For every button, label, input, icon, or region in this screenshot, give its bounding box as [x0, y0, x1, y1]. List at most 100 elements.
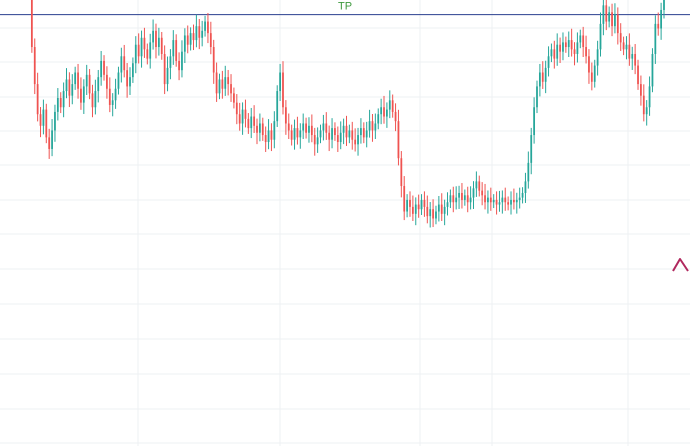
- candle-body: [48, 137, 51, 149]
- candle-body: [253, 116, 256, 126]
- candle-body: [117, 72, 120, 89]
- candle-body: [414, 204, 417, 214]
- candle-body: [325, 123, 328, 133]
- candle-body: [492, 199, 495, 203]
- candle-body: [602, 5, 605, 24]
- candle-body: [198, 26, 201, 38]
- candle-body: [634, 53, 637, 66]
- candle-body: [241, 109, 244, 124]
- candle-body: [622, 42, 625, 50]
- candle-body: [588, 56, 590, 73]
- candle-body: [94, 91, 97, 108]
- candle-body: [42, 109, 45, 126]
- candle-body: [65, 79, 68, 92]
- candle-body: [267, 130, 270, 143]
- candle-body: [570, 40, 573, 50]
- candle-body: [527, 162, 530, 182]
- candle-body: [567, 40, 570, 48]
- candle-body: [74, 72, 77, 85]
- candle-body: [247, 118, 250, 129]
- candle-body: [313, 135, 316, 145]
- candle-body: [590, 72, 593, 82]
- candle-body: [345, 125, 348, 138]
- candle-body: [351, 130, 354, 140]
- candle-body: [256, 125, 258, 133]
- candle-body: [160, 37, 163, 54]
- candle-body: [362, 128, 365, 138]
- candle-body: [238, 114, 241, 124]
- candle-body: [108, 88, 111, 105]
- candle-body: [51, 130, 53, 149]
- candle-body: [544, 67, 547, 82]
- candle-body: [446, 202, 449, 207]
- candle-body: [235, 102, 238, 115]
- candle-body: [357, 135, 359, 145]
- candle-body: [305, 123, 307, 133]
- candle-body: [88, 74, 91, 94]
- candle-body: [562, 42, 564, 52]
- candle-body: [131, 63, 134, 78]
- candle-body: [478, 181, 481, 191]
- candle-body: [56, 98, 59, 112]
- candle-body: [178, 60, 180, 71]
- candle-body: [308, 125, 310, 133]
- candle-body: [648, 86, 651, 108]
- candle-body: [518, 197, 521, 200]
- candle-body: [290, 130, 293, 140]
- candle-body: [282, 72, 284, 108]
- candle-body: [593, 65, 596, 82]
- candle-body: [498, 202, 501, 205]
- candle-body: [146, 49, 149, 59]
- candle-body: [143, 37, 146, 50]
- candle-body: [484, 195, 486, 203]
- candle-body: [149, 42, 152, 59]
- candle-body: [541, 72, 544, 82]
- candle-body: [513, 199, 515, 203]
- candle-body: [207, 21, 209, 34]
- candle-body: [36, 84, 39, 115]
- candle-body: [651, 53, 654, 87]
- candle-body: [437, 204, 440, 212]
- candle-body: [628, 44, 631, 59]
- caret-up-icon[interactable]: [672, 258, 689, 272]
- candle-body: [322, 123, 325, 131]
- candle-body: [432, 209, 434, 219]
- candle-body: [475, 181, 478, 189]
- candle-body: [403, 186, 406, 212]
- candle-body: [611, 12, 613, 27]
- candle-body: [71, 84, 74, 96]
- candle-body: [400, 158, 403, 187]
- candle-body: [371, 121, 374, 131]
- candle-body: [463, 195, 466, 200]
- candle-body: [302, 123, 305, 131]
- candle-body: [209, 33, 212, 48]
- candle-body: [423, 199, 426, 207]
- candle-body: [374, 123, 377, 131]
- candle-body: [328, 132, 331, 140]
- candle-body: [192, 33, 195, 41]
- candle-body: [195, 26, 198, 41]
- candle-body: [336, 135, 339, 143]
- candle-body: [481, 190, 484, 196]
- candle-body: [360, 128, 362, 136]
- candle-body: [616, 14, 619, 34]
- candle-body: [443, 206, 446, 214]
- candle-body: [605, 5, 608, 22]
- candle-body: [129, 77, 131, 87]
- candle-body: [157, 37, 160, 48]
- candle-body: [166, 67, 169, 85]
- candle-body: [279, 72, 281, 92]
- price-levels: STOPSELLTP: [0, 1, 690, 16]
- candle-body: [54, 111, 56, 131]
- candle-body: [576, 42, 579, 54]
- candle-body: [487, 197, 489, 203]
- candle-body: [140, 37, 143, 57]
- candle-body: [183, 35, 186, 52]
- candle-body: [82, 86, 85, 103]
- candle-body: [640, 84, 642, 96]
- candle-body: [264, 135, 267, 143]
- candle-body: [91, 93, 94, 108]
- candle-body: [155, 30, 157, 48]
